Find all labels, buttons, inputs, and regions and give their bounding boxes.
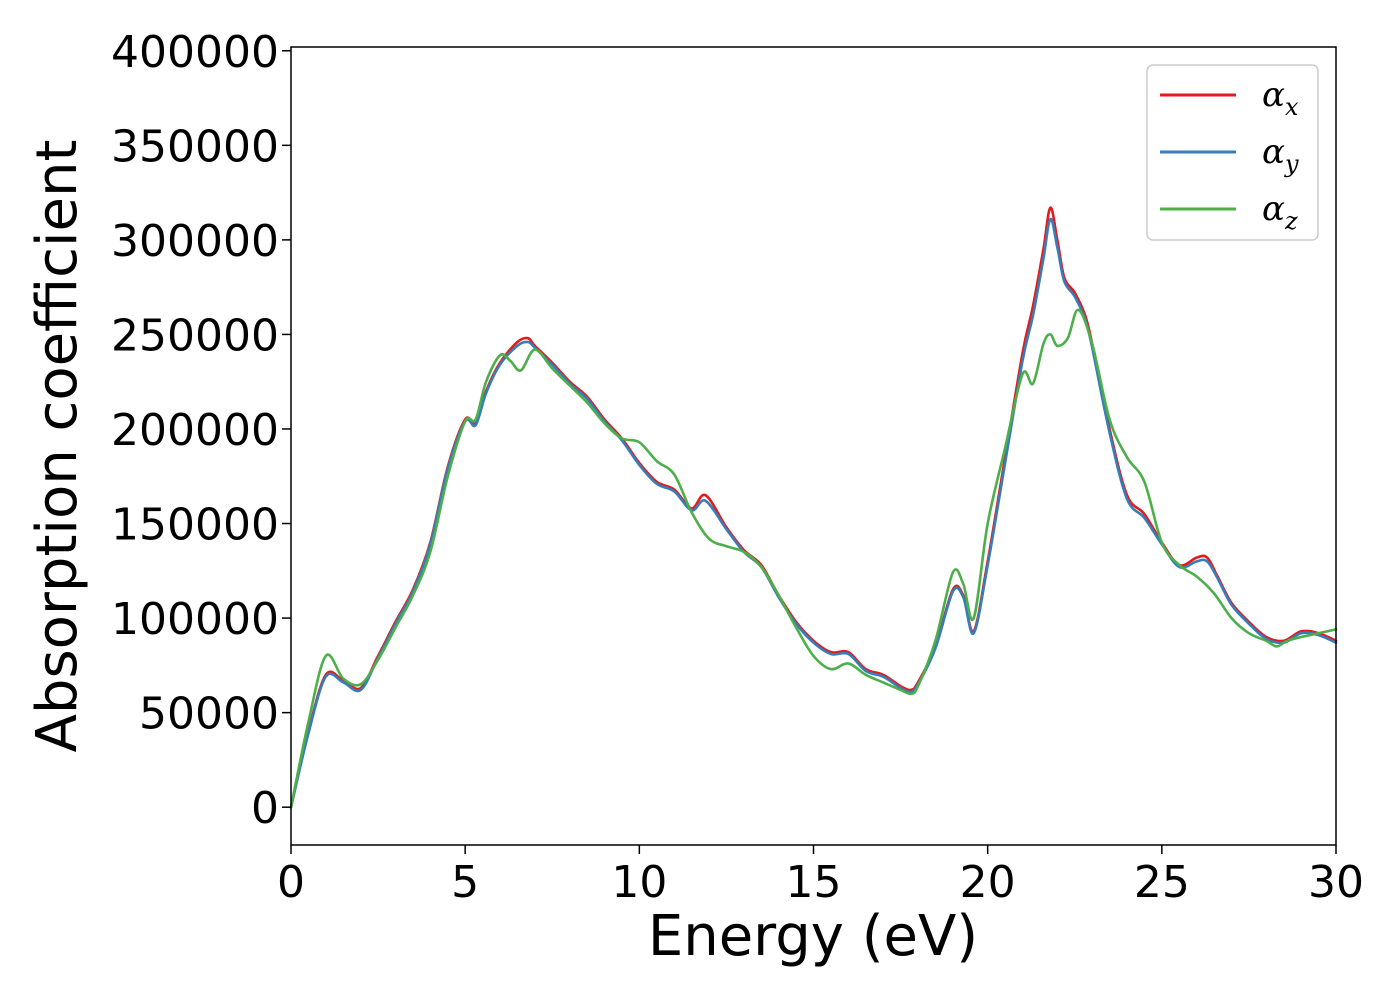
y-tick-label: 100000 — [111, 594, 279, 645]
series-line-z — [289, 308, 1338, 809]
x-tick-label: 5 — [451, 857, 479, 908]
series-line-y — [289, 217, 1338, 809]
y-tick-label: 250000 — [111, 310, 279, 361]
y-tick-label: 300000 — [111, 216, 279, 267]
y-axis-title: Absorption coefficient — [25, 140, 90, 753]
y-tick-label: 0 — [251, 783, 279, 834]
y-tick-label: 400000 — [111, 27, 279, 78]
y-tick-label: 150000 — [111, 500, 279, 551]
x-tick-label: 25 — [1134, 857, 1190, 908]
x-tick-label: 20 — [960, 857, 1016, 908]
series-line-x — [289, 206, 1338, 809]
y-axis-ticks: 0 50000 100000 150000 200000 250000 300000 3500… — [111, 27, 291, 834]
y-tick-label: 350000 — [111, 121, 279, 172]
plot-lines — [289, 206, 1338, 809]
x-tick-label: 30 — [1308, 857, 1364, 908]
x-axis-ticks: 0 5 10 15 20 25 30 — [277, 845, 1364, 908]
y-tick-label: 200000 — [111, 405, 279, 456]
x-axis-title: Energy (eV) — [648, 904, 978, 969]
y-tick-label: 50000 — [139, 689, 279, 740]
x-tick-label: 10 — [611, 857, 667, 908]
x-tick-label: 15 — [786, 857, 842, 908]
x-tick-label: 0 — [277, 857, 305, 908]
